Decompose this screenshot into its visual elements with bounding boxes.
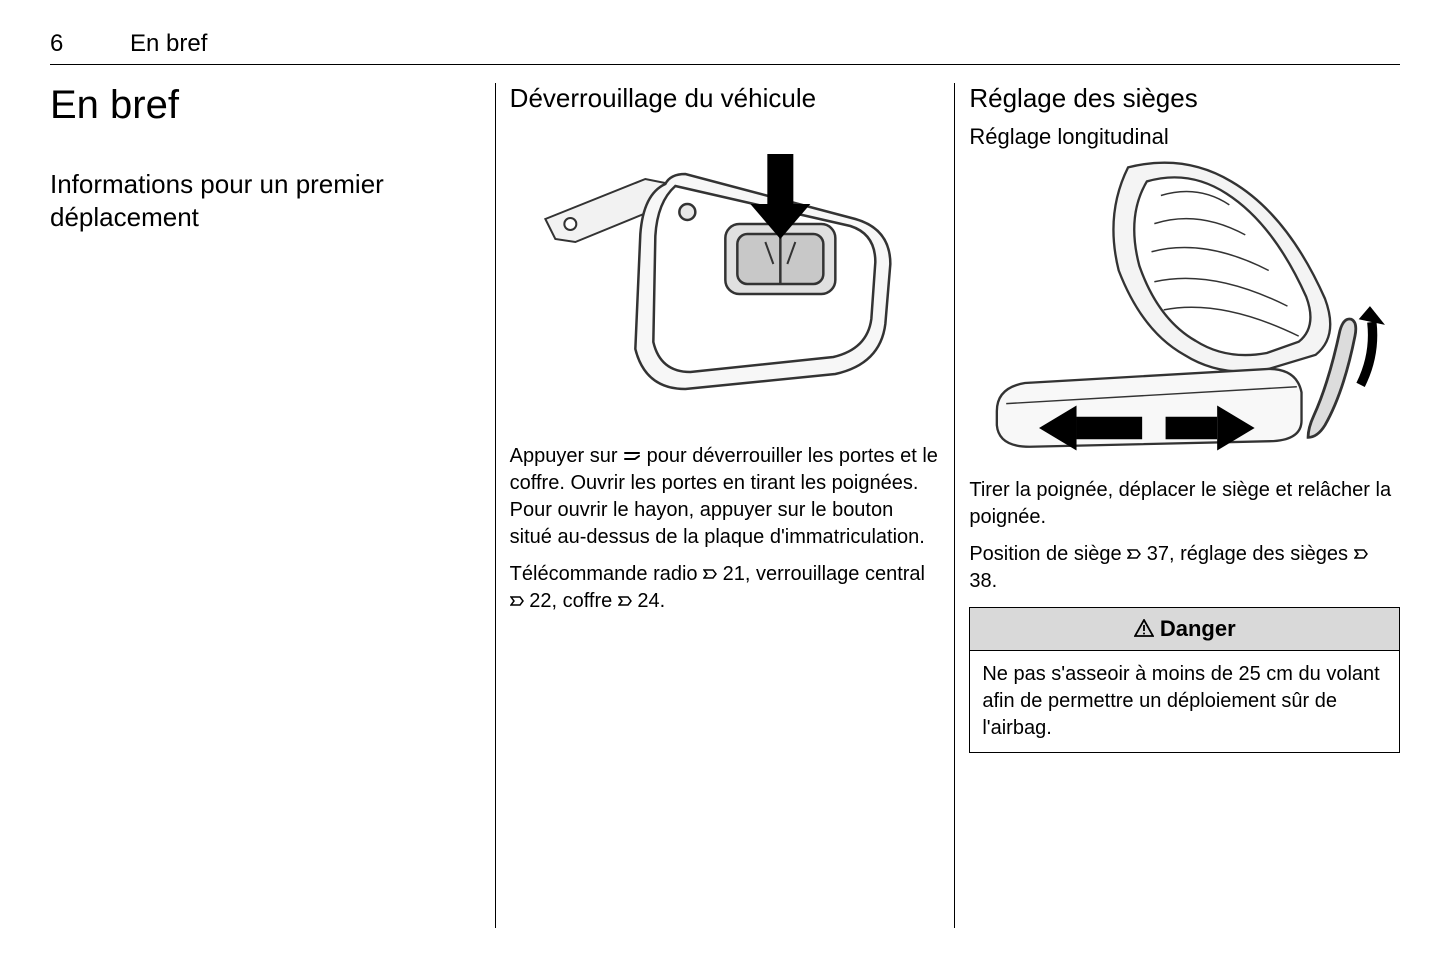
text-fragment: 24. [632, 590, 665, 612]
chapter-subtitle: Informations pour un premier déplacement [50, 168, 481, 233]
text-fragment: Position de siège [969, 543, 1127, 565]
text-fragment: 21, verrouillage central [717, 563, 925, 585]
column-1: En bref Informations pour un premier dép… [50, 83, 495, 928]
page-ref-icon [510, 594, 524, 608]
content-columns: En bref Informations pour un premier dép… [50, 83, 1400, 928]
danger-callout: Danger Ne pas s'asseoir à moins de 25 cm… [969, 607, 1400, 753]
unlock-body-2: Télécommande radio 21, verrouillage cent… [510, 561, 941, 615]
seat-heading: Réglage des sièges [969, 83, 1400, 114]
chapter-title: En bref [50, 83, 481, 128]
seat-subheading: Réglage longitudinal [969, 124, 1400, 150]
page-ref-icon [1127, 547, 1141, 561]
seat-body-1: Tirer la poignée, déplacer le siège et r… [969, 477, 1400, 531]
text-fragment: Appuyer sur [510, 445, 623, 467]
seat-body-2: Position de siège 37, réglage des sièges… [969, 541, 1400, 595]
unlock-body-1: Appuyer sur pour déverrouiller les porte… [510, 443, 941, 551]
unlock-heading: Déverrouillage du véhicule [510, 83, 941, 114]
page-ref-icon [1354, 547, 1368, 561]
page-header: 6 En bref [50, 30, 1400, 65]
text-fragment: 37, réglage des sièges [1141, 543, 1353, 565]
page-ref-icon [703, 567, 717, 581]
danger-header: Danger [970, 608, 1399, 651]
page-number: 6 [50, 30, 130, 58]
column-2: Déverrouillage du véhicule [495, 83, 955, 928]
text-fragment: 22, coffre [524, 590, 618, 612]
danger-title-text: Danger [1160, 616, 1236, 641]
manual-page: 6 En bref En bref Informations pour un p… [0, 0, 1445, 965]
unlock-symbol-icon [623, 449, 641, 463]
page-ref-icon [618, 594, 632, 608]
text-fragment: Télécommande radio [510, 563, 703, 585]
seat-adjust-illustration [969, 158, 1400, 458]
text-fragment: 38. [969, 570, 997, 592]
danger-body-text: Ne pas s'asseoir à moins de 25 cm du vol… [970, 651, 1399, 752]
column-3: Réglage des sièges Réglage longitudinal [954, 83, 1400, 928]
key-fob-illustration [510, 124, 941, 424]
warning-triangle-icon [1134, 619, 1154, 637]
header-section-title: En bref [130, 30, 207, 58]
